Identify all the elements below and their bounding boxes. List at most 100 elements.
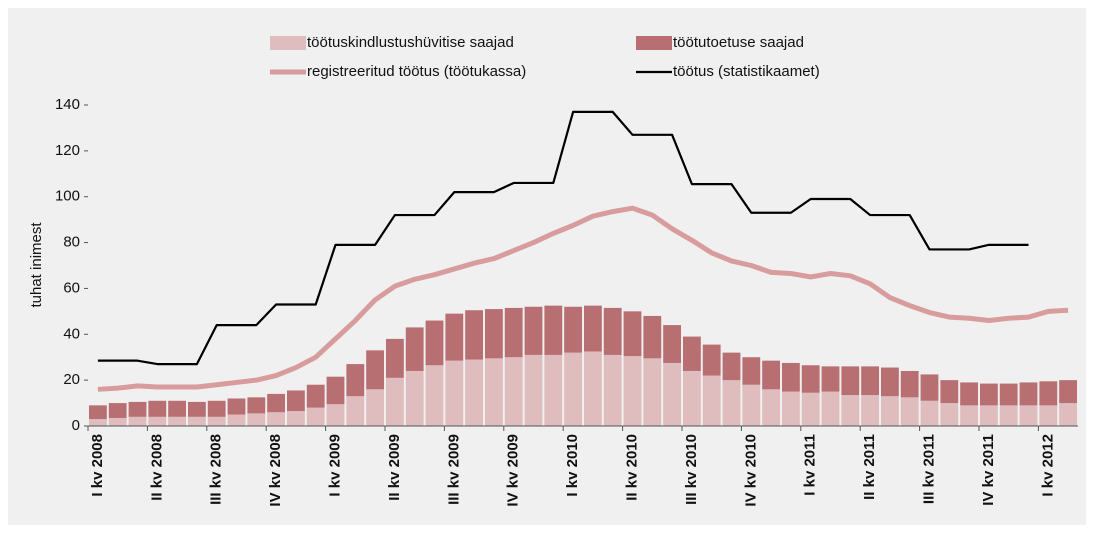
bar-segment [148,416,167,426]
bar-segment [168,416,187,426]
bar-segment [999,383,1018,406]
bar-segment [821,391,840,426]
bar-segment [702,344,721,376]
bar-segment [168,400,187,417]
bar-segment [247,413,266,426]
y-tick-label: 60 [63,279,80,296]
bar-segment [801,365,820,393]
x-tick-label: I kv 2011 [802,434,819,496]
bar-segment [742,384,761,426]
bar-segment [465,310,484,360]
bar-segment [326,404,345,426]
bar-segment [227,398,246,415]
y-tick-label: 0 [72,417,80,434]
y-tick-label: 100 [55,188,80,205]
bar-segment [88,419,107,426]
bar-segment [762,389,781,426]
bar-segment [623,311,642,357]
x-tick-label: I kv 2009 [326,434,343,497]
bar-segment [108,403,127,418]
legend-label: töötuskindlustushüvitise saajad [307,34,514,51]
bar-segment [1039,405,1058,426]
bar-segment [207,400,226,417]
bar-segment [366,389,385,426]
bar-segment [564,306,583,353]
bar-segment [1039,381,1058,406]
legend-label: registreeritud töötus (töötukassa) [307,63,526,80]
bar-segment [583,351,602,426]
bar-segment [544,305,563,355]
bar-segment [385,338,404,378]
bar-segment [1059,403,1078,426]
bar-segment [484,309,503,359]
y-tick-label: 140 [55,96,80,113]
x-tick-label: IV kv 2008 [267,434,284,507]
bar-segment [346,396,365,426]
bar-segment [227,414,246,426]
bar-segment [603,307,622,355]
bar-segment [445,313,464,361]
bar-segment [900,370,919,398]
bar-segment [742,357,761,385]
bar-segment [960,382,979,406]
x-tick-label: IV kv 2009 [505,434,522,507]
bar-segment [920,374,939,401]
bar-segment [603,354,622,426]
bar-segment [88,405,107,420]
bar-segment [425,320,444,366]
bar-segment [960,405,979,426]
bar-segment [405,327,424,371]
x-tick-label: I kv 2010 [564,434,581,497]
bar-segment [999,405,1018,426]
bar-segment [306,407,325,426]
bar-segment [841,395,860,426]
bar-segment [267,393,286,413]
bar-segment [762,360,781,390]
bar-segment [267,412,286,426]
bar-segment [286,411,305,426]
legend-label: töötutoetuse saajad [673,34,804,51]
bar-segment [920,400,939,426]
bar-segment [247,397,266,414]
chart-background [8,8,1086,525]
bar-segment [108,417,127,426]
bar-segment [207,416,226,426]
bar-segment [880,367,899,397]
bar-segment [1019,405,1038,426]
line-series [97,205,1069,392]
x-tick-label: II kv 2011 [861,434,878,500]
bar-segment [940,403,959,426]
x-tick-label: II kv 2009 [386,434,403,501]
bar-segment [564,352,583,426]
x-tick-label: III kv 2008 [208,434,225,505]
bar-segment [682,336,701,371]
x-tick-label: III kv 2009 [445,434,462,505]
bar-segment [484,358,503,426]
bar-segment [524,354,543,426]
bar-segment [979,405,998,426]
bar-segment [643,358,662,426]
x-tick-label: I kv 2008 [89,434,106,497]
y-tick-label: 20 [63,371,80,388]
bar-segment [880,396,899,426]
bar-segment [504,307,523,358]
x-tick-label: III kv 2010 [683,434,700,505]
bar-segment [781,362,800,392]
bar-segment [583,305,602,352]
bar-segment [128,416,147,426]
bar-segment [643,315,662,359]
bar-segment [405,370,424,426]
bar-segment [663,325,682,363]
bar-segment [187,416,206,426]
bar-segment [722,352,741,381]
x-tick-label: I kv 2012 [1039,434,1056,497]
x-tick-label: II kv 2010 [623,434,640,501]
bar-segment [1059,380,1078,404]
x-tick-label: IV kv 2010 [742,434,759,507]
bar-segment [465,359,484,426]
bar-segment [861,366,880,396]
bar-segment [940,380,959,404]
x-tick-label: II kv 2008 [148,434,165,501]
bar-segment [623,356,642,426]
